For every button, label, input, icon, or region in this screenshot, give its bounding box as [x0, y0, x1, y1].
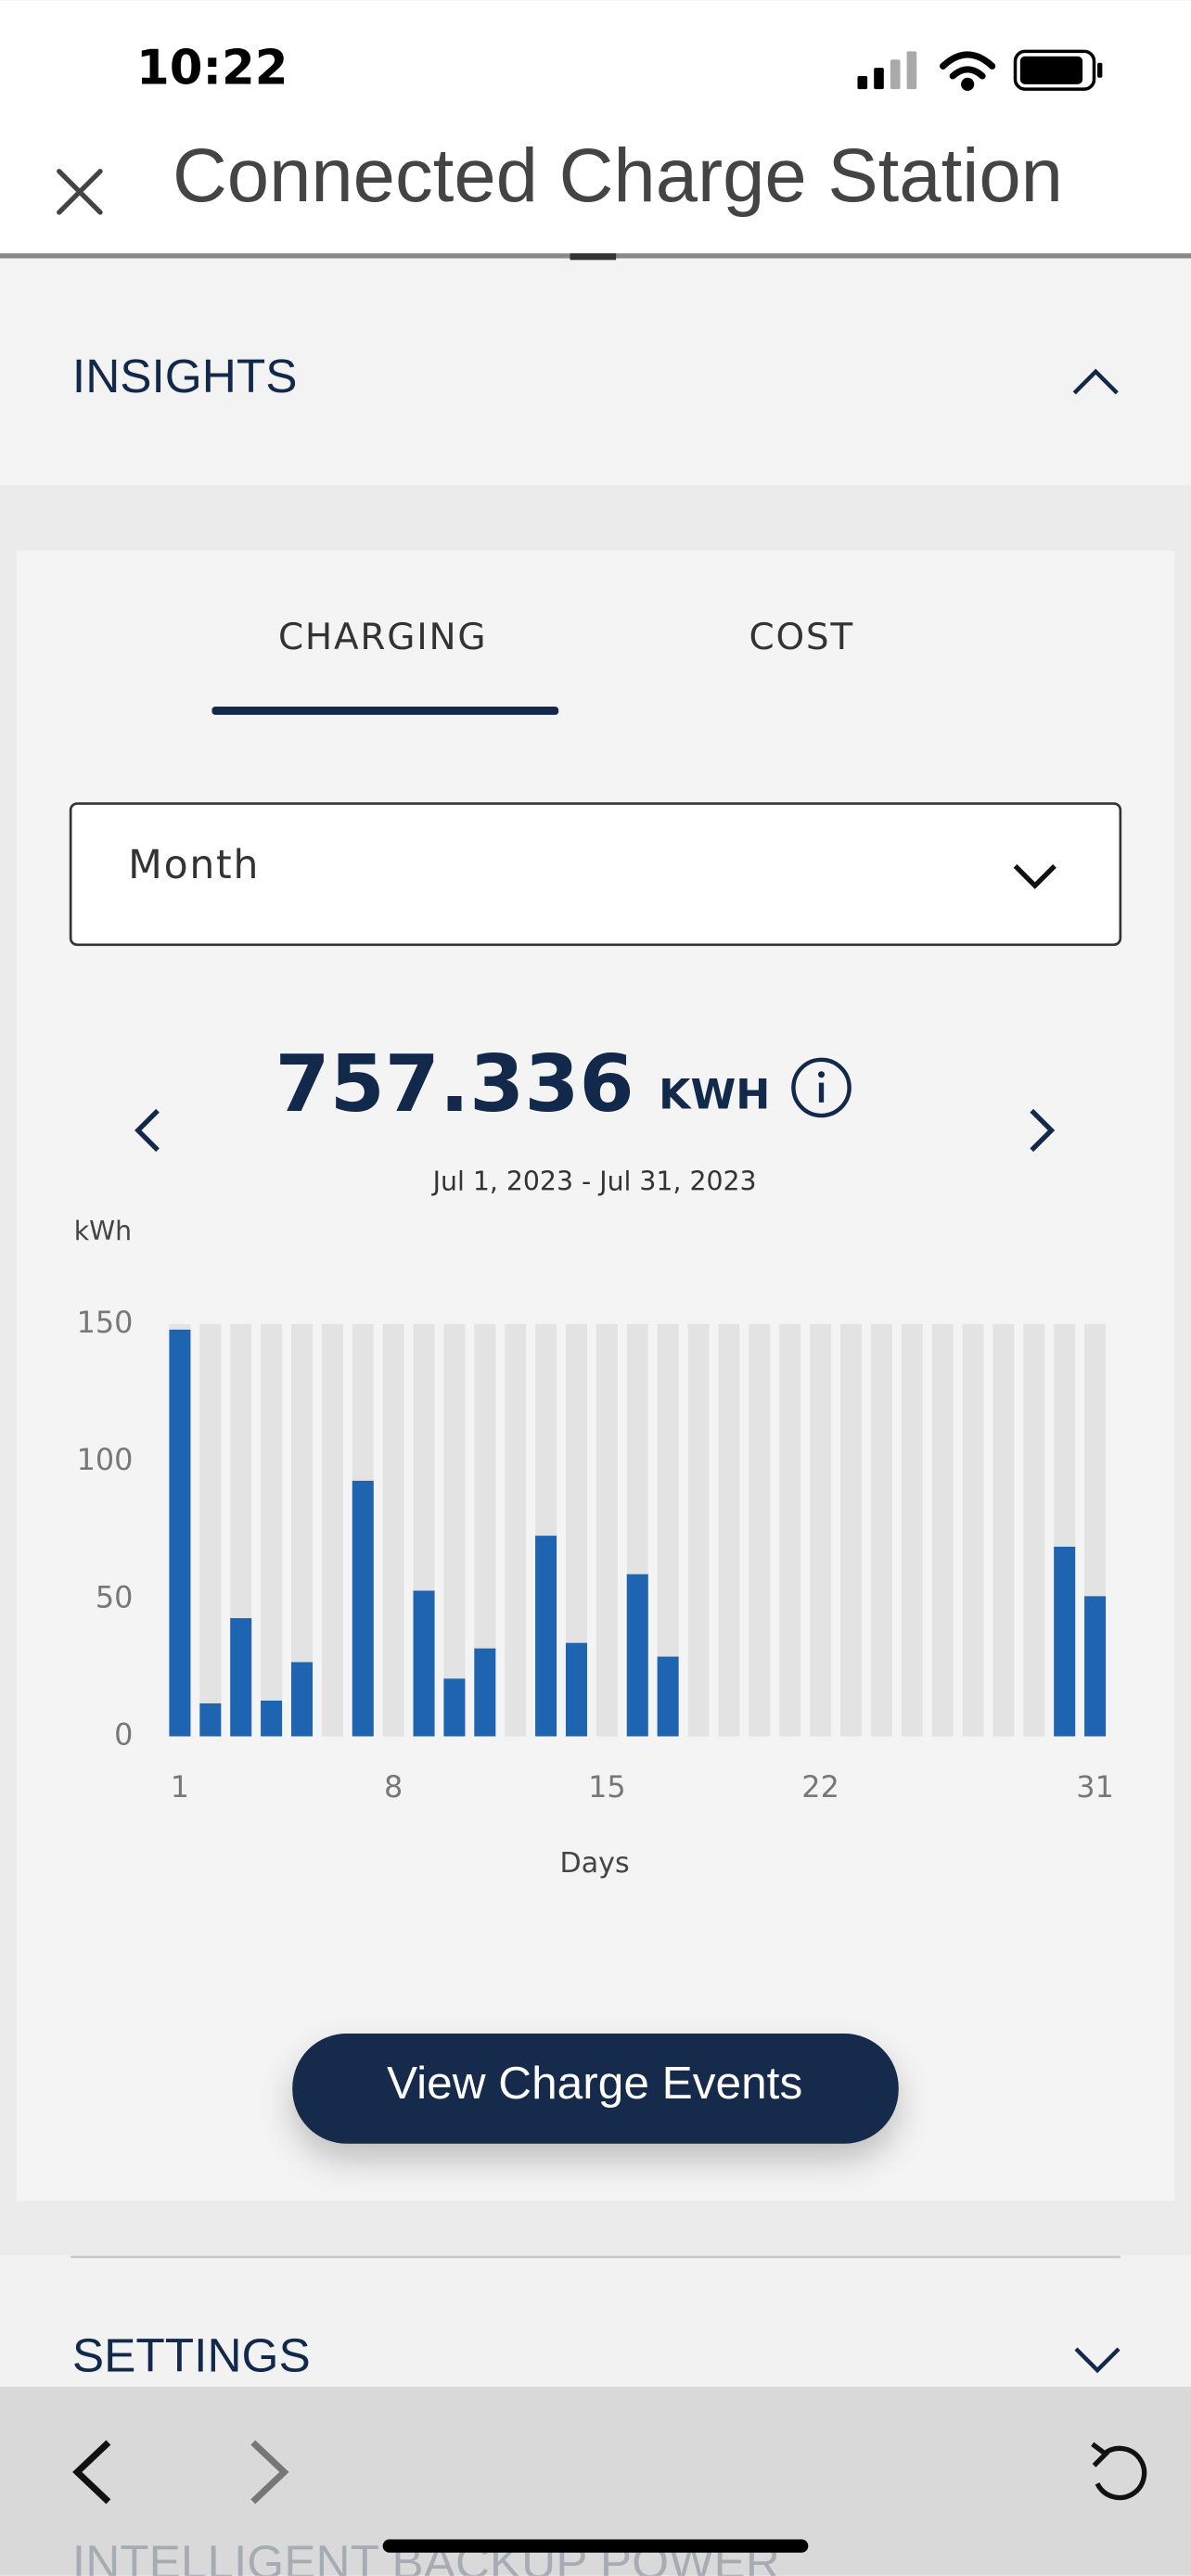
insights-title: INSIGHTS: [72, 350, 298, 402]
bar-track: [505, 1323, 527, 1737]
bar: [290, 1662, 313, 1737]
bar: [657, 1656, 679, 1737]
page-title: Connected Charge Station: [173, 134, 1063, 218]
bar-track: [839, 1323, 862, 1737]
total-value: 757.336: [275, 1039, 634, 1130]
bar-track: [810, 1323, 832, 1737]
tab-cost[interactable]: COST: [749, 617, 854, 658]
period-dropdown[interactable]: [69, 802, 1122, 947]
tab-underline: [211, 707, 559, 715]
browser-reload[interactable]: [1091, 2442, 1147, 2501]
bar: [169, 1329, 191, 1737]
bar-track: [687, 1323, 710, 1737]
y-axis-label: kWh: [74, 1216, 132, 1246]
dropdown-chevron: [1013, 863, 1057, 889]
bar-track: [596, 1323, 618, 1737]
bar-track: [290, 1323, 313, 1737]
x-axis-label: Days: [560, 1847, 630, 1880]
view-events-button[interactable]: [292, 2034, 899, 2144]
close-button[interactable]: [57, 169, 103, 215]
x-tick-label: 31: [1076, 1769, 1114, 1804]
bar: [413, 1590, 435, 1737]
x-tick-label: 8: [384, 1769, 403, 1804]
bar: [352, 1480, 374, 1737]
bar: [261, 1700, 283, 1737]
bar: [230, 1618, 252, 1737]
bar-track: [931, 1323, 954, 1737]
bar: [199, 1702, 222, 1737]
bar: [1054, 1547, 1076, 1737]
next-period[interactable]: [1030, 1108, 1056, 1153]
bar-track: [321, 1323, 343, 1737]
x-tick-label: 15: [588, 1769, 626, 1804]
view-events-label: View Charge Events: [387, 2057, 802, 2109]
bar-track: [962, 1323, 984, 1737]
status-time: 10:22: [136, 41, 288, 96]
insights-header-bg: [0, 258, 1191, 485]
y-tick-label: 150: [77, 1305, 134, 1340]
info-icon[interactable]: [791, 1057, 852, 1118]
bar-track: [565, 1323, 587, 1737]
bar-track: [474, 1323, 496, 1737]
bar: [443, 1678, 466, 1737]
bar: [535, 1536, 557, 1737]
bar-track: [718, 1323, 740, 1737]
bar-track: [1023, 1323, 1045, 1737]
bar-track: [779, 1323, 801, 1737]
bar-track: [443, 1323, 466, 1737]
settings-title[interactable]: SETTINGS: [72, 2328, 311, 2381]
bar-track: [992, 1323, 1015, 1737]
battery-icon: [1013, 49, 1103, 91]
bar: [626, 1574, 648, 1737]
period-value: Month: [128, 843, 260, 888]
bar-track: [870, 1323, 892, 1737]
x-tick-label: 22: [801, 1769, 839, 1804]
home-indicator: [382, 2539, 809, 2553]
bar-track: [901, 1323, 923, 1737]
wifi-icon: [940, 51, 996, 91]
scroll-indicator: [570, 253, 617, 261]
date-range: Jul 1, 2023 - Jul 31, 2023: [431, 1167, 757, 1197]
collapse-chevron[interactable]: [1072, 368, 1119, 395]
bar-track: [199, 1323, 222, 1737]
browser-forward[interactable]: [250, 2440, 289, 2505]
tab-charging[interactable]: CHARGING: [278, 617, 487, 658]
x-tick-label: 1: [171, 1769, 189, 1804]
bar-track: [657, 1323, 679, 1737]
y-tick-label: 0: [114, 1716, 133, 1752]
y-tick-label: 100: [77, 1442, 134, 1477]
signal-icon: [857, 51, 917, 90]
total-unit: KWH: [659, 1072, 770, 1119]
bar: [565, 1642, 587, 1737]
bar-track: [749, 1323, 771, 1737]
bar: [1084, 1596, 1107, 1737]
bar-track: [382, 1323, 404, 1737]
expand-chevron[interactable]: [1074, 2347, 1121, 2374]
browser-back[interactable]: [72, 2440, 111, 2505]
bar-track: [261, 1323, 283, 1737]
y-tick-label: 50: [96, 1579, 134, 1614]
prev-period[interactable]: [134, 1108, 160, 1153]
charging-chart: kWh Days 0 50 100 150 1 8 15 22 31: [74, 1216, 1114, 1880]
bar: [474, 1648, 496, 1737]
settings-bg: [0, 2255, 1191, 2387]
top-bar: [0, 0, 1191, 257]
